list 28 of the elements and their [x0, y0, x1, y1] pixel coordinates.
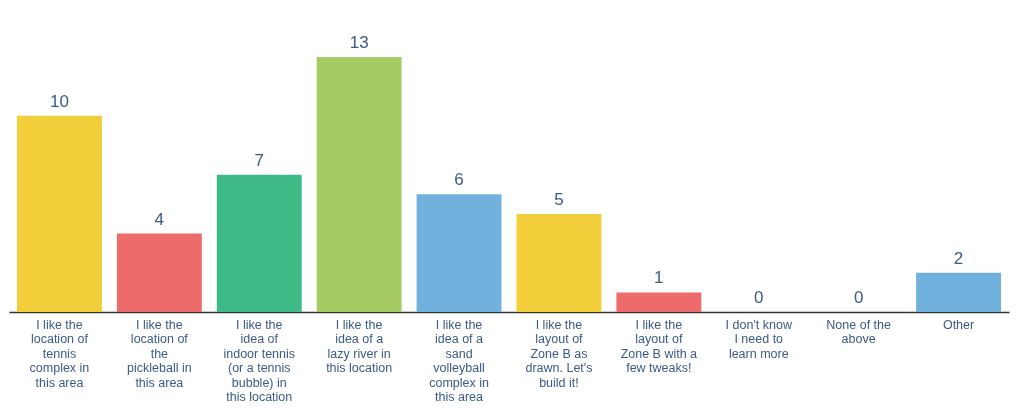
bar	[16, 115, 102, 312]
data-label: 4	[154, 209, 165, 229]
data-label: 2	[953, 248, 964, 268]
x-tick-label: I like the idea of a lazy river in this location	[326, 317, 393, 375]
data-label: 5	[554, 189, 564, 209]
data-label: 13	[349, 33, 369, 52]
x-tick-label: I like the idea of indoor tennis (or a tennis bubble) in this location	[223, 317, 296, 404]
x-tick-label: None of the above	[826, 317, 892, 346]
bar	[416, 194, 502, 312]
x-tick-label: Other	[942, 317, 975, 332]
bar	[616, 292, 702, 312]
bar	[316, 57, 402, 312]
x-tick-label: I don't know I need to learn more	[725, 317, 793, 361]
data-label: 10	[49, 91, 69, 111]
x-tick-label: I like the layout of Zone B as drawn. Let's build it!	[525, 317, 593, 390]
bar	[916, 272, 1002, 312]
bar	[216, 174, 302, 312]
data-label: 6	[454, 170, 464, 190]
bar	[516, 213, 602, 312]
x-tick-label: I like the location of the pickleball in this area	[127, 317, 192, 390]
data-label: 0	[853, 288, 864, 307]
data-label: 7	[254, 150, 264, 170]
x-tick-label: I like the layout of Zone B with a few tweaks!	[620, 317, 698, 375]
bar	[116, 233, 202, 312]
x-tick-label: I like the location of tennis complex in this area	[29, 317, 90, 390]
x-tick-label: I like the idea of a sand volleyball complex in this area	[429, 317, 489, 404]
data-label: 1	[654, 268, 664, 288]
data-label: 0	[754, 288, 764, 307]
